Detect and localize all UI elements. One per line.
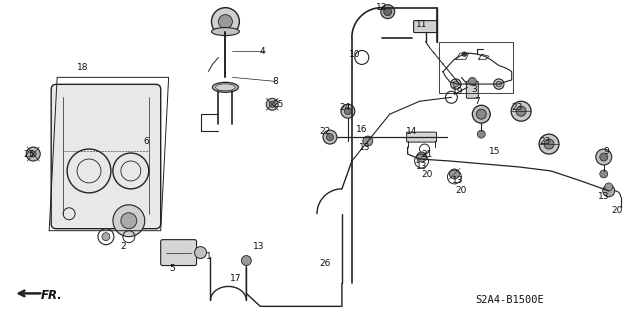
Circle shape: [600, 153, 608, 161]
Circle shape: [600, 170, 608, 178]
Circle shape: [496, 81, 502, 87]
Ellipse shape: [212, 82, 238, 92]
Circle shape: [451, 79, 461, 89]
Circle shape: [449, 169, 460, 179]
Text: 19: 19: [452, 87, 463, 96]
Circle shape: [323, 130, 337, 144]
Circle shape: [30, 151, 36, 157]
Circle shape: [596, 149, 612, 165]
Text: S2A4-B1500E: S2A4-B1500E: [475, 295, 543, 305]
Circle shape: [493, 79, 504, 89]
Circle shape: [121, 213, 137, 229]
Text: 23: 23: [540, 137, 550, 145]
Circle shape: [326, 134, 333, 141]
Circle shape: [468, 78, 476, 85]
Circle shape: [269, 101, 275, 107]
Text: 15: 15: [488, 146, 500, 156]
Circle shape: [341, 104, 355, 118]
Text: 6: 6: [143, 137, 148, 145]
Text: 8: 8: [273, 77, 278, 86]
Circle shape: [511, 101, 531, 121]
Text: 13: 13: [452, 176, 463, 185]
Text: 13: 13: [598, 192, 609, 201]
Circle shape: [113, 205, 145, 237]
Text: 22: 22: [319, 127, 331, 136]
Circle shape: [381, 5, 395, 19]
Circle shape: [417, 152, 426, 162]
Circle shape: [363, 136, 372, 146]
Ellipse shape: [211, 27, 239, 35]
Circle shape: [476, 109, 486, 119]
Text: 2: 2: [120, 242, 125, 251]
Circle shape: [344, 108, 351, 115]
Text: 13: 13: [253, 242, 264, 251]
FancyBboxPatch shape: [161, 240, 196, 265]
Text: 4: 4: [259, 47, 265, 56]
Text: 1: 1: [205, 252, 211, 261]
Text: 18: 18: [77, 63, 89, 72]
Circle shape: [241, 256, 252, 265]
Circle shape: [472, 105, 490, 123]
Text: 14: 14: [406, 127, 417, 136]
Text: 23: 23: [511, 103, 523, 112]
Text: 21: 21: [422, 150, 433, 159]
Circle shape: [453, 81, 459, 87]
Circle shape: [195, 247, 207, 259]
Text: 13: 13: [359, 143, 371, 152]
Text: 11: 11: [416, 20, 428, 29]
Circle shape: [266, 98, 278, 110]
Text: 26: 26: [319, 259, 331, 268]
Text: 16: 16: [356, 125, 367, 134]
Text: 20: 20: [611, 206, 622, 215]
FancyBboxPatch shape: [413, 21, 438, 33]
Text: 3: 3: [472, 85, 477, 94]
Circle shape: [26, 147, 40, 161]
Text: 9: 9: [604, 146, 610, 156]
Text: 24: 24: [339, 103, 351, 112]
Circle shape: [384, 8, 392, 16]
Text: 25: 25: [273, 100, 284, 109]
Text: 10: 10: [349, 50, 360, 59]
Text: 5: 5: [170, 264, 175, 273]
Circle shape: [516, 106, 526, 116]
Circle shape: [605, 183, 612, 191]
Circle shape: [539, 134, 559, 154]
Circle shape: [211, 8, 239, 35]
Circle shape: [462, 52, 467, 56]
Text: 20: 20: [422, 170, 433, 179]
Circle shape: [218, 15, 232, 29]
Circle shape: [544, 139, 554, 149]
Circle shape: [603, 185, 614, 197]
Text: 25: 25: [24, 150, 35, 159]
Circle shape: [102, 233, 110, 241]
Text: 7: 7: [474, 97, 480, 106]
Text: FR.: FR.: [40, 289, 62, 302]
Circle shape: [477, 130, 485, 138]
FancyBboxPatch shape: [406, 132, 436, 142]
Text: 13: 13: [416, 162, 428, 172]
FancyBboxPatch shape: [467, 81, 478, 98]
Text: 12: 12: [376, 3, 387, 12]
Text: 17: 17: [230, 274, 241, 283]
FancyBboxPatch shape: [51, 84, 161, 229]
Text: 20: 20: [456, 186, 467, 195]
